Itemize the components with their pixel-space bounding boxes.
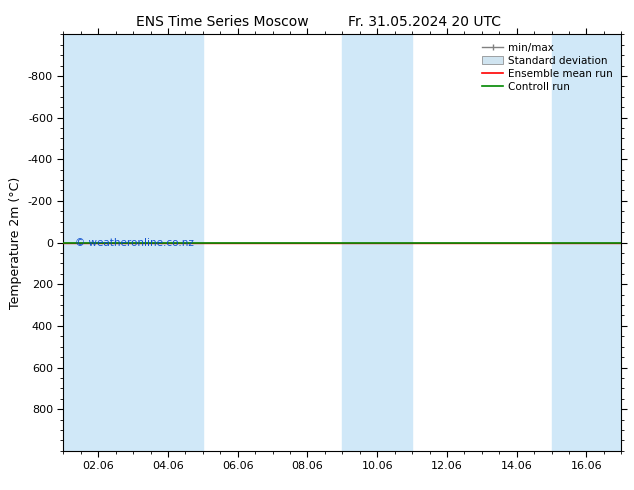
Bar <box>342 34 412 451</box>
Y-axis label: Temperature 2m (°C): Temperature 2m (°C) <box>10 176 22 309</box>
Text: ENS Time Series Moscow: ENS Time Series Moscow <box>136 15 308 29</box>
Bar <box>133 34 203 451</box>
Text: Fr. 31.05.2024 20 UTC: Fr. 31.05.2024 20 UTC <box>348 15 501 29</box>
Legend: min/max, Standard deviation, Ensemble mean run, Controll run: min/max, Standard deviation, Ensemble me… <box>479 40 616 95</box>
Bar <box>63 34 133 451</box>
Bar <box>552 34 621 451</box>
Text: © weatheronline.co.nz: © weatheronline.co.nz <box>75 238 193 247</box>
